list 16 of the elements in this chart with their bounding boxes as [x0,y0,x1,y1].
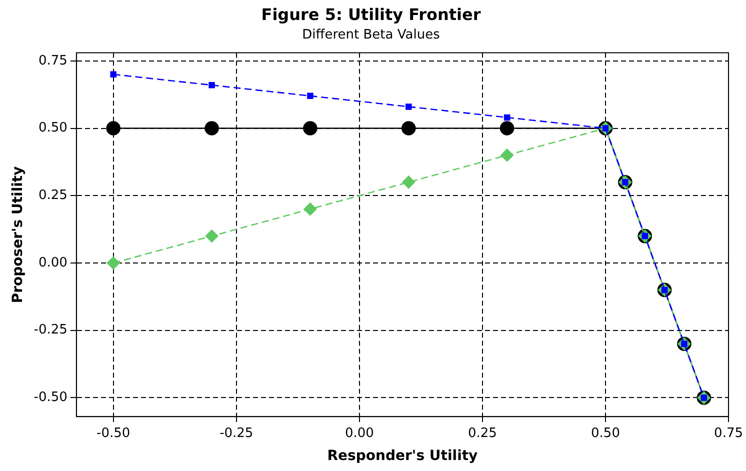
x-tick-label: 0.75 [714,426,744,441]
y-axis-title: Proposer's Utility [10,166,26,304]
y-tick-label: -0.50 [34,390,68,406]
chart-subtitle: Different Beta Values [302,27,440,42]
y-tick-label: 0.75 [38,53,68,68]
x-tick-label: 0.00 [344,426,374,441]
x-axis-title: Responder's Utility [327,448,478,464]
x-tick-label: -0.50 [96,426,130,441]
x-tick-label: -0.25 [220,426,254,441]
x-tick-label: 0.50 [591,426,620,441]
y-tick-label: 0.00 [38,255,68,270]
y-tick-label: 0.25 [38,188,68,203]
y-tick-label: -0.25 [34,322,68,338]
y-tick-label: 0.50 [38,120,68,136]
x-tick-label: 0.25 [468,426,497,441]
chart-title: Figure 5: Utility Frontier [261,4,481,24]
